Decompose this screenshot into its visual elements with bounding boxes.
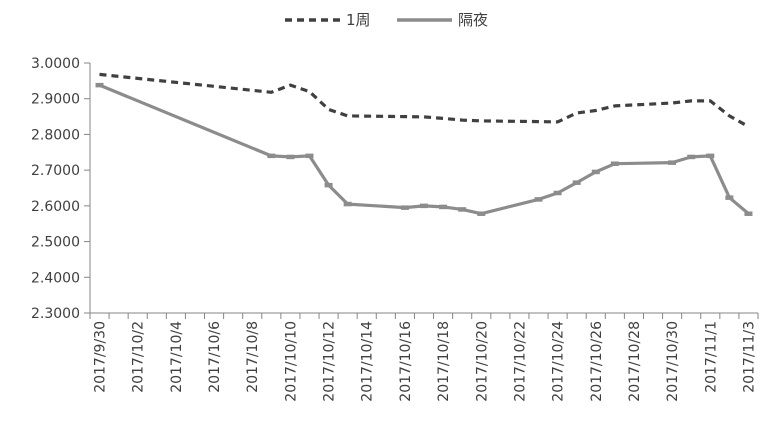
legend-item-2: 隔夜 [397,11,488,29]
y-tick-label: 2.4000 [31,270,80,286]
x-tick-label: 2017/10/30 [665,321,681,402]
legend-label-2: 隔夜 [458,11,488,29]
x-tick-label: 2017/10/24 [551,321,567,402]
y-tick-label: 2.3000 [31,306,80,322]
x-tick-label: 2017/10/20 [474,321,490,402]
x-tick-label: 2017/10/28 [627,321,643,402]
x-tick-label: 2017/10/14 [360,321,376,402]
series-2 [95,82,753,216]
x-tick-label: 2017/10/10 [283,321,299,402]
x-tick-label: 2017/10/8 [245,321,261,393]
x-tick-label: 2017/10/26 [589,321,605,402]
x-axis: 2017/9/30 2017/10/2 2017/10/4 2017/10/6 2017… [89,312,759,402]
x-tick-label: 2017/11/1 [703,321,719,393]
x-tick-label: 2017/10/16 [398,321,414,402]
x-tick-label: 2017/10/6 [207,321,223,393]
x-tick-label: 2017/10/4 [169,321,185,393]
legend: 1周 隔夜 [285,11,488,29]
series-1 [99,72,750,128]
plot-series [95,72,753,216]
y-tick-label: 2.7000 [31,163,80,179]
x-tick-label: 2017/10/18 [436,321,452,402]
legend-item-1: 1周 [285,11,371,29]
x-tick-label: 2017/10/22 [512,321,528,402]
x-tick-label: 2017/10/12 [322,321,338,402]
x-tick-label: 2017/9/30 [93,321,109,393]
y-tick-label: 3.0000 [31,56,80,72]
series-line-1 [99,72,750,128]
legend-label-1: 1周 [346,11,371,29]
y-axis: 3.0000 2.9000 2.8000 2.7000 2.6000 2.5000 2.40… [31,56,91,322]
x-tick-label: 2017/10/2 [131,321,147,393]
y-tick-label: 2.9000 [31,92,80,108]
y-tick-label: 2.5000 [31,235,80,251]
y-tick-label: 2.8000 [31,127,80,143]
y-tick-label: 2.6000 [31,199,80,215]
x-tick-label: 2017/11/3 [741,321,757,393]
